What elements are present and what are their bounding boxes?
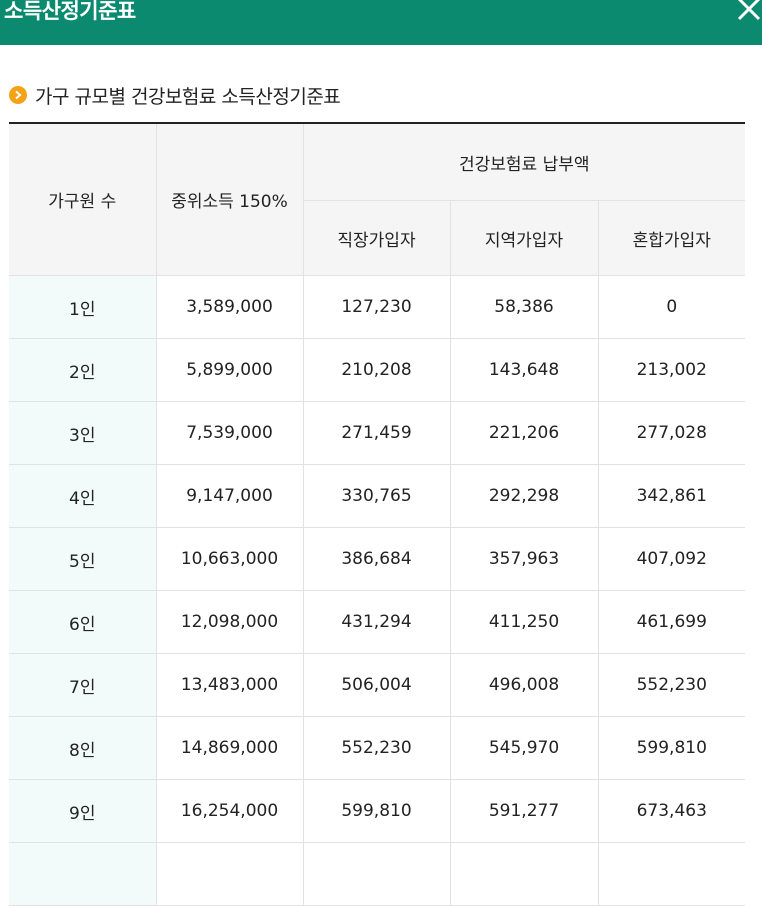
cell-median: 12,098,000 <box>155 590 304 654</box>
table-row: 6인 12,098,000 431,294 411,250 461,699 <box>9 590 746 654</box>
cell-mixed: 213,002 <box>597 338 746 402</box>
table-row: 5인 10,663,000 386,684 357,963 407,092 <box>9 527 746 591</box>
cell-mixed: 461,699 <box>597 590 746 654</box>
cell-employee: 330,765 <box>302 464 451 528</box>
cell-household: 2인 <box>9 338 157 402</box>
cell-household: 8인 <box>9 716 157 780</box>
cell-regional: 591,277 <box>449 779 599 843</box>
cell-mixed: 0 <box>597 275 746 339</box>
cell-mixed <box>597 842 746 906</box>
cell-household: 5인 <box>9 527 157 591</box>
table-row: 1인 3,589,000 127,230 58,386 0 <box>9 275 746 339</box>
header-household: 가구원 수 <box>9 122 157 276</box>
table-row: 9인 16,254,000 599,810 591,277 673,463 <box>9 779 746 843</box>
table-row: 8인 14,869,000 552,230 545,970 599,810 <box>9 716 746 780</box>
table-row: 3인 7,539,000 271,459 221,206 277,028 <box>9 401 746 465</box>
cell-regional: 221,206 <box>449 401 599 465</box>
cell-household: 4인 <box>9 464 157 528</box>
chevron-right-circle-icon <box>9 86 27 104</box>
table-row: 4인 9,147,000 330,765 292,298 342,861 <box>9 464 746 528</box>
cell-median: 5,899,000 <box>155 338 304 402</box>
cell-employee: 127,230 <box>302 275 451 339</box>
cell-household: 9인 <box>9 779 157 843</box>
header-median-income: 중위소득 150% <box>155 122 304 276</box>
cell-household: 3인 <box>9 401 157 465</box>
cell-household: 1인 <box>9 275 157 339</box>
header-mixed: 혼합가입자 <box>597 200 746 276</box>
cell-household <box>9 842 157 906</box>
cell-mixed: 599,810 <box>597 716 746 780</box>
cell-median: 16,254,000 <box>155 779 304 843</box>
cell-regional: 58,386 <box>449 275 599 339</box>
section-heading-label: 가구 규모별 건강보험료 소득산정기준표 <box>35 85 341 108</box>
cell-mixed: 342,861 <box>597 464 746 528</box>
cell-median: 3,589,000 <box>155 275 304 339</box>
cell-employee: 599,810 <box>302 779 451 843</box>
cell-employee: 386,684 <box>302 527 451 591</box>
cell-median: 13,483,000 <box>155 653 304 717</box>
cell-median <box>155 842 304 906</box>
table-row: 2인 5,899,000 210,208 143,648 213,002 <box>9 338 746 402</box>
table-row: 7인 13,483,000 506,004 496,008 552,230 <box>9 653 746 717</box>
cell-employee: 506,004 <box>302 653 451 717</box>
cell-mixed: 277,028 <box>597 401 746 465</box>
cell-mixed: 673,463 <box>597 779 746 843</box>
cell-employee: 210,208 <box>302 338 451 402</box>
modal-header: 소득산정기준표 <box>0 0 762 45</box>
cell-household: 7인 <box>9 653 157 717</box>
cell-regional: 545,970 <box>449 716 599 780</box>
cell-regional <box>449 842 599 906</box>
table-row <box>9 842 746 906</box>
cell-regional: 292,298 <box>449 464 599 528</box>
cell-regional: 357,963 <box>449 527 599 591</box>
cell-mixed: 552,230 <box>597 653 746 717</box>
header-employee: 직장가입자 <box>303 200 451 276</box>
cell-median: 14,869,000 <box>155 716 304 780</box>
cell-median: 10,663,000 <box>155 527 304 591</box>
cell-median: 7,539,000 <box>155 401 304 465</box>
cell-household: 6인 <box>9 590 157 654</box>
cell-median: 9,147,000 <box>155 464 304 528</box>
cell-employee: 431,294 <box>302 590 451 654</box>
header-regional: 지역가입자 <box>449 200 599 276</box>
modal-title: 소득산정기준표 <box>4 0 136 23</box>
cell-mixed: 407,092 <box>597 527 746 591</box>
cell-regional: 143,648 <box>449 338 599 402</box>
header-premium-group: 건강보험료 납부액 <box>302 122 746 201</box>
cell-regional: 411,250 <box>449 590 599 654</box>
cell-employee: 552,230 <box>302 716 451 780</box>
cell-employee: 271,459 <box>302 401 451 465</box>
close-icon[interactable] <box>736 0 762 22</box>
section-heading: 가구 규모별 건강보험료 소득산정기준표 <box>9 80 341 110</box>
cell-employee <box>302 842 451 906</box>
income-criteria-table: 가구원 수 중위소득 150% 건강보험료 납부액 직장가입자 지역가입자 혼합… <box>9 122 746 906</box>
cell-regional: 496,008 <box>449 653 599 717</box>
